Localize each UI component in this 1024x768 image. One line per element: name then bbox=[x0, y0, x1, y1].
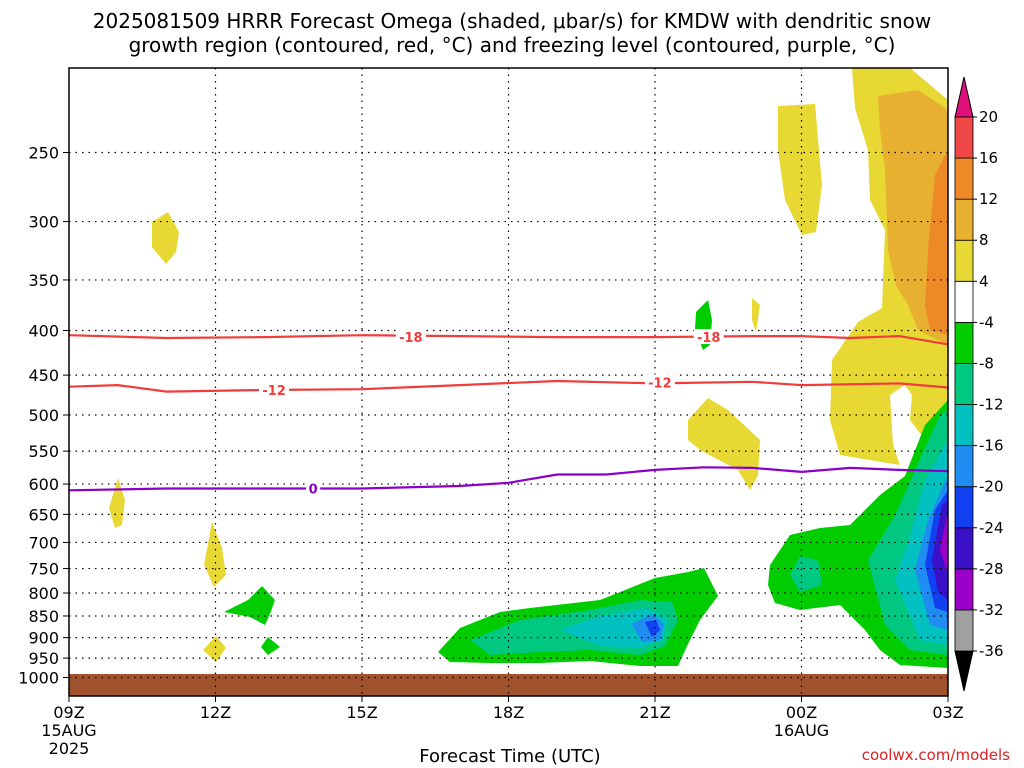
contour-label: -18 bbox=[399, 331, 423, 346]
rising-region bbox=[790, 556, 822, 592]
colorbar: -36 -32 -28 -24 -20 -16 -12 -8 -4 4 8 12 16 20 bbox=[954, 76, 1004, 692]
x-tick-label: 21Z bbox=[639, 703, 670, 722]
y-tick-label: 850 bbox=[28, 607, 59, 626]
y-tick-label: 450 bbox=[28, 366, 59, 385]
rising-cell bbox=[261, 637, 280, 655]
contour-labels: -18 -18 -12 -12 0 bbox=[259, 329, 724, 497]
y-tick-label: 500 bbox=[28, 406, 59, 425]
sinking-cell bbox=[109, 478, 125, 528]
y-tick-label: 250 bbox=[28, 144, 59, 163]
contour-label-bg bbox=[259, 381, 290, 397]
y-tick-label: 750 bbox=[28, 560, 59, 579]
contour-label-bg bbox=[306, 480, 321, 496]
colorbar-segment bbox=[954, 239, 974, 282]
colorbar-tick-label: 8 bbox=[979, 231, 989, 249]
colorbar-tick-label: -8 bbox=[979, 354, 994, 372]
sinking-region bbox=[925, 150, 948, 335]
x-tick-label: 15Z bbox=[346, 703, 377, 722]
colorbar-tick-label: 16 bbox=[979, 149, 998, 167]
x-tick-year: 2025 bbox=[49, 739, 90, 758]
rising-region bbox=[645, 620, 660, 637]
contour-label-bg bbox=[644, 374, 675, 390]
terrain-bar bbox=[69, 674, 948, 696]
colorbar-segment bbox=[954, 568, 974, 611]
colorbar-segment bbox=[954, 157, 974, 200]
temperature-contours bbox=[68, 334, 949, 492]
y-tick-label: 650 bbox=[28, 505, 59, 524]
y-tick-label: 300 bbox=[28, 213, 59, 232]
contour-line bbox=[68, 334, 949, 346]
sinking-cell bbox=[778, 104, 822, 235]
y-tick-label: 1000 bbox=[18, 669, 59, 688]
x-tick-date: 16AUG bbox=[774, 721, 829, 740]
colorbar-tick-label: 20 bbox=[979, 108, 998, 126]
contour-label: -18 bbox=[697, 331, 721, 346]
colorbar-tick-label: -28 bbox=[979, 560, 1004, 578]
x-tick-label: 03Z bbox=[932, 703, 963, 722]
chart-title-line-2: growth region (contoured, red, °C) and f… bbox=[129, 33, 896, 57]
sinking-cell bbox=[688, 398, 760, 490]
y-tick-label: 600 bbox=[28, 475, 59, 494]
colorbar-max-arrow bbox=[954, 76, 974, 118]
x-tick-date: 15AUG bbox=[41, 721, 96, 740]
sinking-cell bbox=[203, 636, 226, 662]
sinking-cell bbox=[752, 298, 760, 332]
colorbar-tick-label: -20 bbox=[979, 478, 1004, 496]
y-tick-label: 800 bbox=[28, 584, 59, 603]
y-tick-label: 950 bbox=[28, 649, 59, 668]
colorbar-tick-label: -36 bbox=[979, 642, 1004, 660]
colorbar-tick-label: -4 bbox=[979, 313, 994, 331]
chart-title-line-1: 2025081509 HRRR Forecast Omega (shaded, … bbox=[93, 9, 931, 33]
colorbar-segment bbox=[954, 280, 974, 323]
colorbar-tick-label: -32 bbox=[979, 601, 1004, 619]
contour-label: -12 bbox=[648, 377, 672, 392]
surface-terrain bbox=[69, 674, 948, 696]
colorbar-tick-label: -16 bbox=[979, 437, 1004, 455]
colorbar-tick-label: 4 bbox=[979, 272, 989, 290]
contour-line bbox=[68, 379, 949, 393]
colorbar-segment bbox=[954, 609, 974, 652]
colorbar-tick-label: 12 bbox=[979, 190, 998, 208]
colorbar-segment bbox=[954, 363, 974, 405]
omega-shading bbox=[109, 68, 948, 668]
colorbar-segment bbox=[954, 445, 974, 488]
colorbar-segment bbox=[954, 321, 974, 364]
rising-region bbox=[940, 510, 948, 575]
colorbar-segment bbox=[954, 404, 974, 447]
colorbar-segment bbox=[954, 486, 974, 529]
contour-label: 0 bbox=[309, 482, 318, 497]
colorbar-segment bbox=[954, 116, 974, 159]
y-axis-ticks: 250 300 350 400 450 500 550 600 650 700 750 800 850 9… bbox=[18, 144, 69, 688]
contour-label: -12 bbox=[262, 384, 286, 399]
grid-lines bbox=[69, 68, 948, 696]
colorbar-segment bbox=[954, 527, 974, 570]
y-tick-label: 550 bbox=[28, 442, 59, 461]
y-tick-label: 400 bbox=[28, 322, 59, 341]
contour-label-bg bbox=[395, 329, 426, 345]
x-tick-label: 12Z bbox=[200, 703, 231, 722]
y-tick-label: 700 bbox=[28, 533, 59, 552]
contour-line bbox=[68, 466, 949, 492]
x-axis-label: Forecast Time (UTC) bbox=[419, 746, 600, 767]
contour-label-bg bbox=[693, 329, 724, 345]
x-tick-label: 09Z bbox=[53, 703, 84, 722]
x-tick-label: 00Z bbox=[786, 703, 817, 722]
colorbar-min-arrow bbox=[954, 650, 974, 692]
colorbar-segment bbox=[954, 198, 974, 241]
colorbar-tick-label: -24 bbox=[979, 519, 1004, 537]
colorbar-tick-label: -12 bbox=[979, 396, 1004, 414]
credit-text: coolwx.com/models bbox=[862, 746, 1010, 764]
rising-cell bbox=[224, 586, 275, 625]
sinking-cell bbox=[152, 212, 179, 264]
y-tick-label: 350 bbox=[28, 271, 59, 290]
y-tick-label: 900 bbox=[28, 629, 59, 648]
x-tick-label: 18Z bbox=[493, 703, 524, 722]
sinking-cell bbox=[204, 522, 226, 587]
